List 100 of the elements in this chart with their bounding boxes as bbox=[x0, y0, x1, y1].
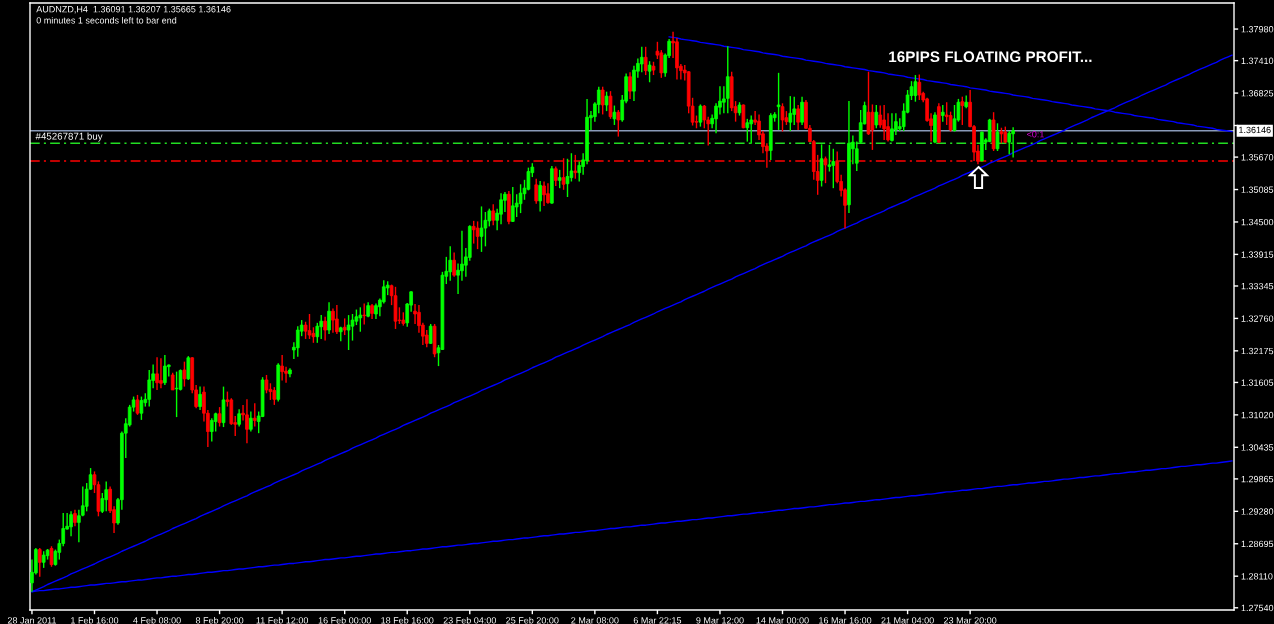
candlestick bbox=[546, 182, 550, 205]
candlestick bbox=[538, 180, 542, 213]
y-tick-label: 1.28695 bbox=[1241, 540, 1274, 548]
candlestick bbox=[518, 183, 523, 214]
x-tick-label: 11 Feb 12:00 bbox=[256, 616, 309, 624]
candlestick bbox=[553, 165, 558, 187]
x-tick-label: 8 Feb 20:00 bbox=[195, 616, 244, 624]
candlestick bbox=[69, 510, 73, 537]
y-tick-label: 1.30435 bbox=[1241, 444, 1274, 451]
x-tick-label: 25 Feb 20:00 bbox=[506, 616, 559, 624]
y-tick-label: 1.37410 bbox=[1241, 57, 1274, 65]
candlestick bbox=[135, 394, 140, 416]
candlestick bbox=[491, 203, 496, 226]
candlestick bbox=[698, 103, 703, 128]
x-tick-label: 1 Feb 16:00 bbox=[71, 616, 119, 624]
x-tick-label: 16 Mar 16:00 bbox=[819, 617, 872, 624]
y-tick-label: 1.31605 bbox=[1241, 379, 1274, 386]
candlestick bbox=[475, 220, 480, 250]
candlestick bbox=[331, 307, 335, 334]
candlestick bbox=[796, 104, 800, 131]
candlestick bbox=[452, 251, 456, 278]
candlestick bbox=[139, 395, 144, 421]
candlestick bbox=[1007, 130, 1012, 156]
candlestick bbox=[77, 508, 81, 544]
candlestick bbox=[628, 71, 632, 100]
candlestick bbox=[49, 545, 54, 568]
candlestick bbox=[788, 95, 793, 132]
y-tick-label: 1.27540 bbox=[1241, 604, 1274, 612]
candlestick bbox=[890, 112, 894, 143]
x-tick-label: 9 Mar 12:00 bbox=[696, 617, 744, 624]
y-tick-label: 1.33345 bbox=[1241, 282, 1274, 290]
candlestick bbox=[725, 45, 730, 115]
candlestick bbox=[163, 354, 167, 386]
candlestick bbox=[823, 155, 828, 184]
candlestick bbox=[159, 357, 163, 389]
candlestick bbox=[335, 304, 339, 335]
x-tick-label: 23 Mar 20:00 bbox=[943, 617, 997, 624]
candlestick bbox=[249, 410, 253, 433]
candlestick bbox=[858, 109, 863, 144]
x-tick-label: 18 Feb 16:00 bbox=[381, 616, 434, 624]
ref-line-label: 1.36146 bbox=[1239, 126, 1271, 134]
y-tick-label: 1.28110 bbox=[1241, 573, 1273, 580]
candlestick bbox=[37, 547, 42, 578]
y-tick-label: 1.37980 bbox=[1241, 26, 1274, 33]
y-tick-label: 1.29280 bbox=[1241, 508, 1274, 515]
candlestick bbox=[448, 245, 453, 282]
x-tick-label: 28 Jan 2011 bbox=[7, 617, 57, 624]
candlestick bbox=[780, 102, 785, 133]
candlestick bbox=[948, 110, 953, 133]
y-tick-label: 1.35085 bbox=[1241, 186, 1274, 193]
candlestick bbox=[221, 385, 226, 428]
candlestick bbox=[428, 323, 433, 345]
x-tick-label: 6 Mar 22:15 bbox=[633, 617, 682, 624]
candlestick bbox=[209, 417, 214, 443]
chart-title: AUDNZD,H4 1.36091 1.36207 1.35665 1.36146 bbox=[36, 6, 231, 14]
candlestick bbox=[604, 90, 609, 112]
candlestick bbox=[479, 205, 484, 253]
y-tick-label: 1.32760 bbox=[1241, 315, 1274, 322]
y-tick-label: 1.34500 bbox=[1241, 218, 1274, 226]
annotation: <0:1 bbox=[1027, 131, 1044, 138]
candlestick bbox=[819, 143, 824, 188]
candlestick bbox=[100, 492, 105, 514]
candlestick bbox=[155, 356, 159, 391]
candlestick bbox=[534, 178, 539, 205]
x-tick-label: 2 Mar 08:00 bbox=[571, 617, 619, 624]
candlestick bbox=[827, 144, 832, 173]
annotation: 16PIPS FLOATING PROFIT... bbox=[889, 51, 1092, 63]
candlestick bbox=[608, 90, 613, 120]
y-tick-label: 1.29865 bbox=[1241, 475, 1274, 483]
candlestick bbox=[882, 104, 886, 141]
y-tick-label: 1.36825 bbox=[1241, 90, 1274, 97]
candlestick bbox=[252, 402, 257, 428]
candlestick bbox=[749, 114, 754, 145]
x-tick-label: 14 Mar 00:00 bbox=[756, 617, 809, 624]
candlestick bbox=[307, 313, 312, 340]
candlestick bbox=[280, 354, 284, 382]
x-tick-label: 4 Feb 08:00 bbox=[133, 616, 181, 624]
candlestick bbox=[870, 103, 875, 151]
candlestick bbox=[600, 86, 605, 116]
ref-line-label: #45267871 buy bbox=[35, 132, 103, 142]
candlestick bbox=[358, 306, 363, 333]
candlestick bbox=[327, 301, 331, 335]
candlestick bbox=[612, 104, 617, 126]
y-tick-label: 1.31020 bbox=[1241, 411, 1274, 419]
candlestick bbox=[995, 122, 1000, 152]
candlestick bbox=[913, 74, 918, 103]
candlestick bbox=[104, 480, 109, 513]
candlestick bbox=[745, 118, 750, 143]
candlestick bbox=[471, 220, 476, 245]
candlestick bbox=[186, 355, 191, 381]
x-tick-label: 21 Mar 04:00 bbox=[881, 617, 934, 624]
candlestick bbox=[647, 60, 652, 83]
y-tick-label: 1.35670 bbox=[1241, 154, 1274, 161]
candlestick bbox=[1011, 126, 1015, 159]
text: 0 minutes 1 seconds left to bar end bbox=[36, 16, 177, 24]
candlestick bbox=[874, 104, 879, 129]
candlestick bbox=[702, 104, 707, 129]
candlestick bbox=[800, 95, 804, 126]
candlestick bbox=[198, 385, 202, 411]
candlestick bbox=[182, 360, 187, 388]
